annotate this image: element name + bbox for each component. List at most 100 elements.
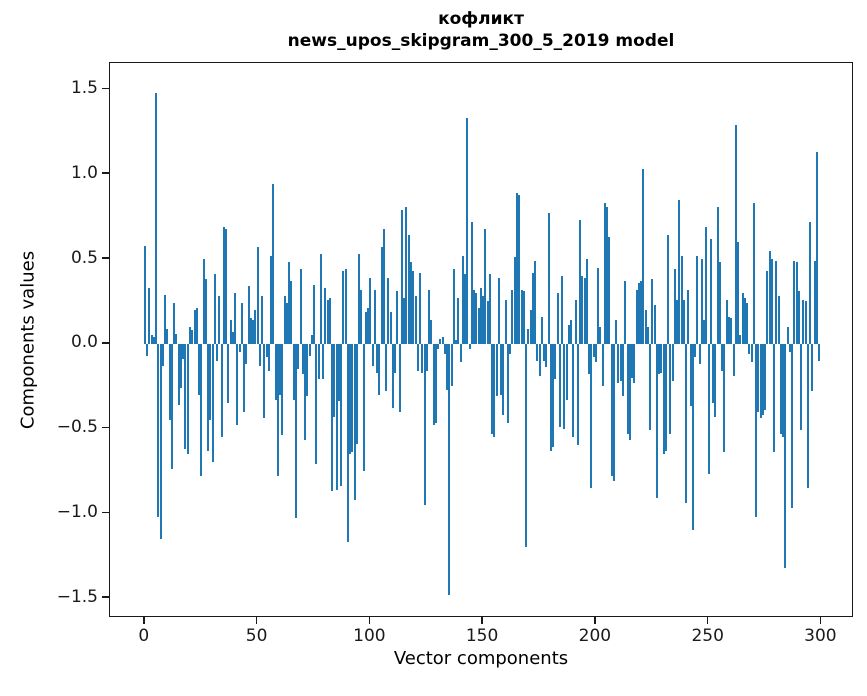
bar <box>741 292 744 344</box>
bar <box>326 299 329 344</box>
bar <box>288 262 291 344</box>
bar <box>581 276 584 344</box>
x-tick-label: 0 <box>138 626 150 646</box>
bar <box>380 247 383 344</box>
bar <box>198 343 200 395</box>
bar <box>265 343 268 358</box>
bar <box>443 343 446 354</box>
bar <box>779 343 782 434</box>
bar <box>714 343 717 417</box>
bar <box>414 296 417 344</box>
bar <box>274 343 277 400</box>
bar <box>482 296 485 344</box>
bar <box>534 260 536 344</box>
bar <box>344 269 347 344</box>
bar <box>328 298 331 344</box>
bar <box>585 259 588 344</box>
bar <box>470 221 473 344</box>
bar <box>552 343 554 448</box>
bar <box>527 328 530 344</box>
bar <box>757 343 760 412</box>
bar <box>662 343 665 454</box>
bar <box>678 199 681 344</box>
bar <box>240 303 243 344</box>
bar <box>572 343 575 438</box>
bar <box>186 343 189 454</box>
bar <box>376 343 379 373</box>
bar <box>651 279 654 344</box>
bar <box>297 343 300 370</box>
bar <box>755 343 757 517</box>
bar <box>351 343 354 453</box>
y-tick-label: −1.5 <box>56 586 98 607</box>
bar <box>389 311 392 344</box>
bar <box>592 343 595 358</box>
bar <box>191 330 194 344</box>
bar <box>818 343 821 361</box>
bar <box>340 343 342 487</box>
bar <box>664 343 667 451</box>
bar <box>306 343 309 397</box>
bar <box>603 203 606 344</box>
plot-area <box>109 62 853 617</box>
x-tick-mark <box>255 617 258 624</box>
bar <box>617 343 620 383</box>
bar <box>709 238 712 344</box>
bar <box>721 343 724 371</box>
bar <box>570 320 573 344</box>
bar <box>184 343 187 449</box>
bar <box>739 335 742 344</box>
bar <box>723 343 726 453</box>
bar <box>218 296 221 344</box>
bar <box>793 260 796 344</box>
bar <box>227 343 230 404</box>
bar <box>619 343 622 382</box>
bar <box>175 333 178 344</box>
bar <box>516 192 518 344</box>
bar <box>529 309 532 344</box>
x-tick-mark <box>594 617 596 624</box>
bar <box>299 269 302 344</box>
bar <box>522 291 525 344</box>
bar <box>362 343 365 471</box>
bar <box>324 287 327 344</box>
bar <box>811 343 814 392</box>
bar <box>211 343 214 463</box>
bar <box>491 343 494 434</box>
bar <box>477 308 480 344</box>
bar <box>143 245 146 344</box>
chart-title-model: news_upos_skipgram_300_5_2019 model <box>287 31 675 51</box>
bar <box>261 296 264 344</box>
bar <box>317 343 320 380</box>
bar <box>506 343 509 424</box>
bar <box>809 221 812 344</box>
bar <box>791 343 794 509</box>
bar <box>718 262 721 344</box>
bar <box>308 343 311 356</box>
bar <box>653 304 656 344</box>
bar <box>441 337 444 344</box>
bar <box>784 343 787 568</box>
bar <box>606 206 609 344</box>
bar <box>795 262 798 344</box>
bar <box>258 343 261 366</box>
bar <box>658 343 660 375</box>
bar <box>342 270 345 344</box>
bar <box>558 343 561 427</box>
chart-title: кофликт news_upos_skipgram_300_5_2019 mo… <box>109 8 853 52</box>
bar <box>746 303 748 344</box>
bar <box>576 343 579 446</box>
bar <box>448 343 451 595</box>
y-tick-mark <box>102 426 109 429</box>
bar <box>673 269 676 344</box>
bar <box>725 299 728 344</box>
bar <box>195 308 198 344</box>
bar <box>504 299 507 344</box>
bar <box>387 277 390 344</box>
bar <box>676 299 679 344</box>
bar <box>716 206 719 344</box>
x-tick-mark <box>819 617 822 624</box>
bar <box>509 343 512 354</box>
y-tick-mark <box>102 257 109 259</box>
bar <box>213 274 216 344</box>
